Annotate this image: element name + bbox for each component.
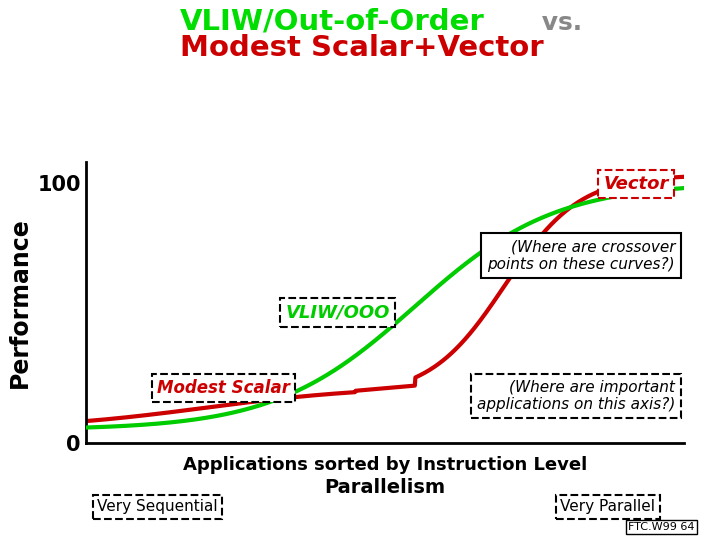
Text: (Where are crossover
points on these curves?): (Where are crossover points on these cur…: [487, 239, 675, 272]
Text: Modest Scalar+Vector: Modest Scalar+Vector: [180, 34, 544, 62]
Y-axis label: Performance: Performance: [8, 217, 32, 388]
Text: Modest Scalar: Modest Scalar: [158, 379, 290, 397]
Text: Vector: Vector: [603, 175, 669, 193]
Text: Applications sorted by Instruction Level: Applications sorted by Instruction Level: [183, 456, 588, 474]
Text: vs.: vs.: [533, 11, 582, 35]
Text: FTC.W99 64: FTC.W99 64: [629, 522, 695, 532]
Text: (Where are important
applications on this axis?): (Where are important applications on thi…: [477, 380, 675, 412]
Text: VLIW/OOO: VLIW/OOO: [285, 304, 390, 322]
Text: Very Sequential: Very Sequential: [97, 500, 218, 515]
Text: Very Parallel: Very Parallel: [560, 500, 655, 515]
Text: VLIW/Out-of-Order: VLIW/Out-of-Order: [180, 7, 485, 35]
Text: Parallelism: Parallelism: [325, 478, 446, 497]
